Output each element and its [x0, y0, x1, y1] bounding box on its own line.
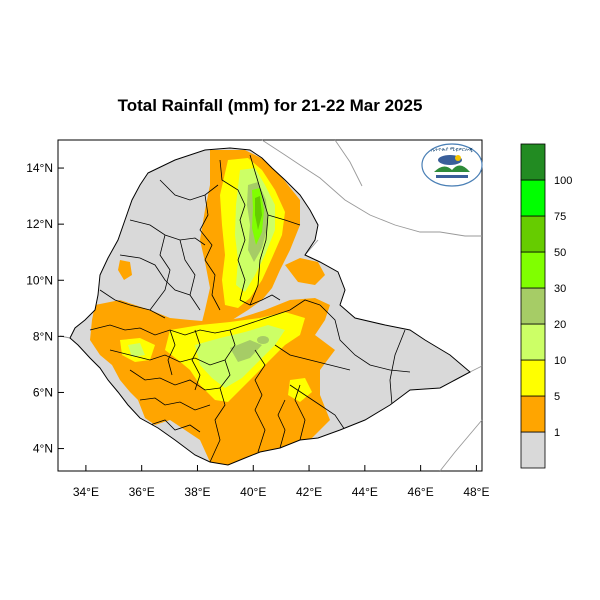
- x-tick-label: 36°E: [129, 485, 155, 499]
- ethiopia-border: [69, 147, 471, 466]
- x-axis-ticks: 34°E 36°E 38°E 40°E 42°E 44°E 46°E 48°E: [73, 465, 489, 499]
- map-title: Total Rainfall (mm) for 21-22 Mar 2025: [117, 96, 423, 115]
- legend-swatch: [520, 359, 546, 397]
- svg-text:ኢትዮጵያ ሚቲዎሮሎጂ: ኢትዮጵያ ሚቲዎሮሎጂ: [431, 147, 473, 153]
- rainfall-overlay: [90, 150, 335, 465]
- x-tick-label: 40°E: [240, 485, 266, 499]
- y-tick-label: 6°N: [33, 385, 53, 399]
- legend-swatch: [520, 287, 546, 325]
- x-tick-label: 34°E: [73, 485, 99, 499]
- ethiopian-meteorology-institute-logo: ኢትዮጵያ ሚቲዎሮሎጂ: [421, 143, 483, 187]
- legend-label: 10: [554, 355, 566, 367]
- x-tick-label: 44°E: [352, 485, 378, 499]
- y-axis-ticks: 14°N 12°N 10°N 8°N 6°N 4°N: [26, 161, 64, 456]
- legend-label: 1: [554, 427, 560, 439]
- legend-swatch: [520, 143, 546, 181]
- rainfall-legend: 1 5 10 20 30 50 75 100: [520, 143, 572, 469]
- y-tick-label: 14°N: [26, 161, 53, 175]
- legend-swatch: [520, 431, 546, 469]
- legend-swatch: [520, 323, 546, 361]
- y-tick-label: 10°N: [26, 273, 53, 287]
- legend-label: 5: [554, 391, 560, 403]
- y-tick-label: 4°N: [33, 442, 53, 456]
- rainfall-50-75mm: [255, 196, 262, 230]
- legend-swatch: [520, 179, 546, 217]
- x-tick-label: 48°E: [463, 485, 489, 499]
- legend-label: 20: [554, 319, 566, 331]
- y-tick-label: 8°N: [33, 329, 53, 343]
- x-tick-label: 46°E: [408, 485, 434, 499]
- legend-swatch: [520, 395, 546, 433]
- legend-swatch: [520, 215, 546, 253]
- legend-label: 30: [554, 283, 566, 295]
- y-tick-label: 12°N: [26, 217, 53, 231]
- legend-label: 75: [554, 211, 566, 223]
- legend-label: 50: [554, 247, 566, 259]
- x-tick-label: 38°E: [184, 485, 210, 499]
- x-tick-label: 42°E: [296, 485, 322, 499]
- legend-swatch: [520, 251, 546, 289]
- legend-label: 100: [554, 175, 572, 187]
